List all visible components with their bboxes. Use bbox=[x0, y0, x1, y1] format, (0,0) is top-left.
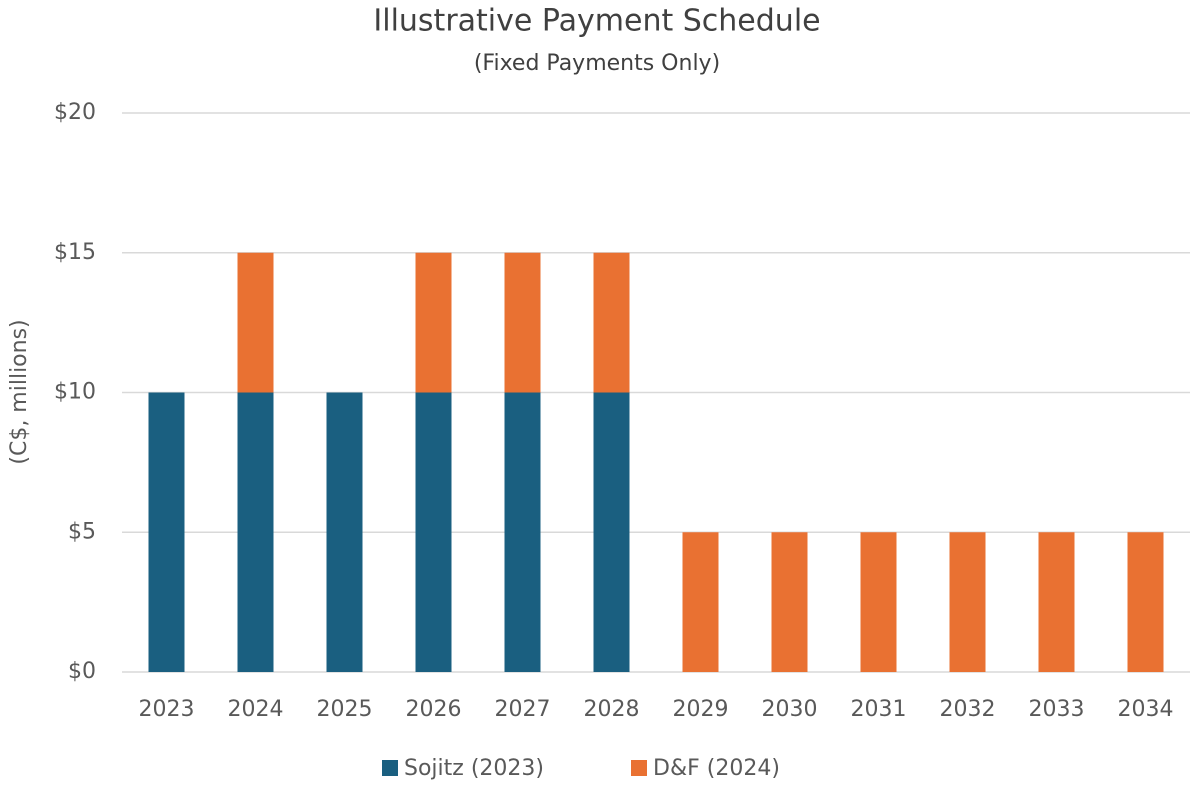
x-tick-label: 2032 bbox=[940, 697, 996, 722]
y-tick-label: $5 bbox=[68, 519, 96, 544]
y-tick-label: $0 bbox=[68, 659, 96, 684]
bar-segment bbox=[860, 532, 897, 672]
y-tick-label: $20 bbox=[54, 100, 96, 125]
x-tick-label: 2027 bbox=[495, 697, 551, 722]
bar-segment bbox=[415, 392, 452, 672]
bar-segment bbox=[237, 392, 274, 672]
bar-segment bbox=[148, 392, 185, 672]
bar-segment bbox=[949, 532, 986, 672]
x-tick-label: 2026 bbox=[406, 697, 462, 722]
y-tick-label: $15 bbox=[54, 240, 96, 265]
bar-segment bbox=[1127, 532, 1164, 672]
chart-title: Illustrative Payment Schedule bbox=[373, 4, 820, 39]
bar-segment bbox=[326, 392, 363, 672]
chart-subtitle: (Fixed Payments Only) bbox=[474, 51, 720, 76]
bar-segment bbox=[593, 392, 630, 672]
bar-segment bbox=[1038, 532, 1075, 672]
x-tick-label: 2030 bbox=[762, 697, 818, 722]
bar-segment bbox=[415, 252, 452, 393]
bar-segment bbox=[504, 252, 541, 393]
bar-segment bbox=[504, 392, 541, 672]
legend-label: D&F (2024) bbox=[653, 756, 780, 781]
x-tick-label: 2028 bbox=[584, 697, 640, 722]
x-tick-label: 2033 bbox=[1029, 697, 1085, 722]
x-tick-label: 2023 bbox=[139, 697, 195, 722]
y-axis-label: (C$, millions) bbox=[7, 319, 32, 464]
legend-swatch bbox=[382, 760, 398, 776]
y-tick-label: $10 bbox=[54, 380, 96, 405]
bar-segment bbox=[237, 252, 274, 393]
bar-segment bbox=[771, 532, 808, 672]
bar-segment bbox=[593, 252, 630, 393]
x-tick-label: 2034 bbox=[1118, 697, 1174, 722]
x-tick-label: 2029 bbox=[673, 697, 729, 722]
x-tick-label: 2031 bbox=[851, 697, 907, 722]
legend-swatch bbox=[631, 760, 647, 776]
x-tick-label: 2025 bbox=[317, 697, 373, 722]
bar-segment bbox=[682, 532, 719, 672]
x-tick-label: 2024 bbox=[228, 697, 284, 722]
legend-label: Sojitz (2023) bbox=[404, 756, 544, 781]
